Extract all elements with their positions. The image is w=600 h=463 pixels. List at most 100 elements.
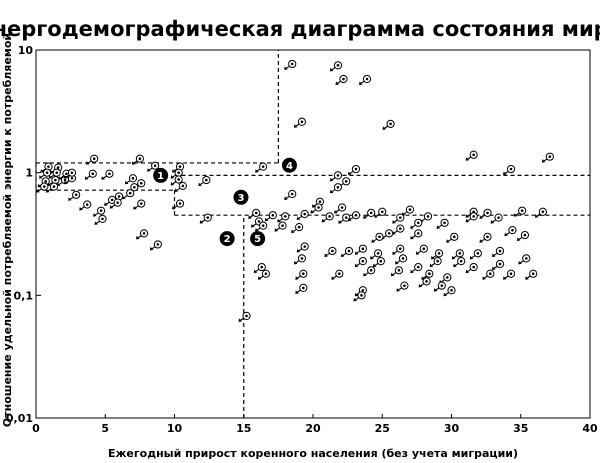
point-arrowhead — [39, 175, 43, 179]
point-arrowhead — [514, 213, 518, 217]
point-core — [290, 62, 294, 66]
data-point — [331, 269, 344, 280]
point-arrowhead — [353, 297, 357, 302]
point-arrowhead — [104, 202, 108, 206]
data-point — [79, 200, 92, 211]
zone-marker-label: 5 — [254, 234, 261, 245]
point-arrowhead — [284, 66, 288, 70]
point-arrowhead — [321, 218, 326, 223]
point-arrowhead — [374, 214, 378, 218]
point-core — [264, 272, 268, 276]
data-point — [401, 205, 415, 216]
point-core — [290, 192, 294, 196]
point-core — [472, 153, 475, 157]
point-core — [440, 284, 444, 287]
point-core — [403, 284, 406, 287]
point-arrowhead — [296, 216, 301, 221]
data-point — [284, 59, 297, 70]
point-arrowhead — [334, 210, 338, 214]
point-arrowhead — [418, 283, 423, 288]
point-arrowhead — [341, 253, 345, 257]
point-arrowhead — [324, 253, 328, 257]
point-arrowhead — [170, 181, 175, 186]
point-core — [437, 252, 441, 255]
point-arrowhead — [136, 235, 140, 240]
point-arrowhead — [329, 67, 334, 72]
point-core — [63, 178, 67, 182]
zone-markers: 1 2 3 4 5 — [153, 157, 297, 247]
zone-marker-label: 3 — [237, 193, 244, 204]
zone-marker-label: 1 — [157, 171, 164, 182]
data-point — [84, 169, 97, 180]
data-point — [199, 213, 212, 224]
point-core — [300, 120, 304, 124]
data-point — [415, 244, 428, 255]
data-point — [443, 286, 456, 297]
data-point — [274, 221, 287, 232]
data-point — [491, 246, 505, 257]
data-point — [255, 221, 268, 232]
data-point — [395, 254, 408, 265]
data-point — [490, 213, 503, 224]
data-point — [353, 291, 366, 302]
data-point — [347, 164, 361, 176]
point-core — [520, 209, 524, 212]
data-point — [392, 224, 405, 235]
point-arrowhead — [479, 239, 484, 243]
point-core — [260, 265, 264, 269]
point-core — [524, 257, 528, 260]
data-point — [390, 266, 403, 277]
point-core — [177, 178, 180, 181]
data-point — [264, 211, 277, 222]
data-point — [310, 203, 323, 214]
zone-marker-label: 4 — [286, 161, 293, 172]
data-point — [101, 169, 114, 180]
point-arrowhead — [504, 232, 508, 237]
data-point — [147, 161, 160, 172]
point-arrowhead — [250, 223, 255, 228]
y-tick-label: 0,1 — [14, 289, 34, 302]
data-point — [541, 152, 554, 163]
x-axis-ticks: 0 5 10 15 20 25 30 35 40 — [32, 414, 598, 435]
point-arrowhead — [331, 276, 335, 280]
point-arrowhead — [446, 239, 450, 243]
point-core — [398, 227, 402, 230]
point-core — [303, 245, 306, 248]
data-point — [293, 254, 307, 265]
point-core — [548, 155, 552, 158]
point-core — [108, 172, 111, 176]
x-axis-label: Ежегодный прирост коренного населения (б… — [108, 447, 518, 460]
point-arrowhead — [363, 215, 367, 219]
point-core — [488, 272, 492, 276]
point-core — [245, 314, 248, 318]
data-point — [392, 213, 405, 224]
point-core — [486, 211, 489, 215]
point-core — [328, 215, 331, 218]
data-point — [338, 213, 351, 224]
point-arrowhead — [436, 225, 441, 229]
y-tick-label: 10 — [18, 44, 34, 57]
zone-marker-circle — [281, 157, 297, 173]
point-core — [261, 165, 265, 168]
point-core — [181, 184, 185, 188]
data-point — [516, 230, 530, 242]
point-core — [318, 200, 322, 203]
data-point — [354, 244, 367, 255]
point-core — [416, 232, 420, 235]
point-arrowhead — [93, 213, 97, 217]
point-arrowhead — [58, 176, 62, 180]
point-core — [428, 272, 431, 276]
data-point — [396, 281, 409, 292]
point-core — [446, 276, 449, 279]
point-arrowhead — [465, 157, 470, 161]
point-arrowhead — [131, 161, 136, 165]
point-core — [360, 294, 363, 297]
point-core — [425, 280, 428, 283]
point-arrowhead — [433, 288, 438, 292]
point-arrowhead — [68, 197, 72, 201]
data-point — [359, 74, 372, 86]
data-point — [534, 207, 548, 218]
point-core — [378, 235, 381, 239]
data-point — [39, 168, 52, 179]
data-point — [257, 269, 271, 280]
